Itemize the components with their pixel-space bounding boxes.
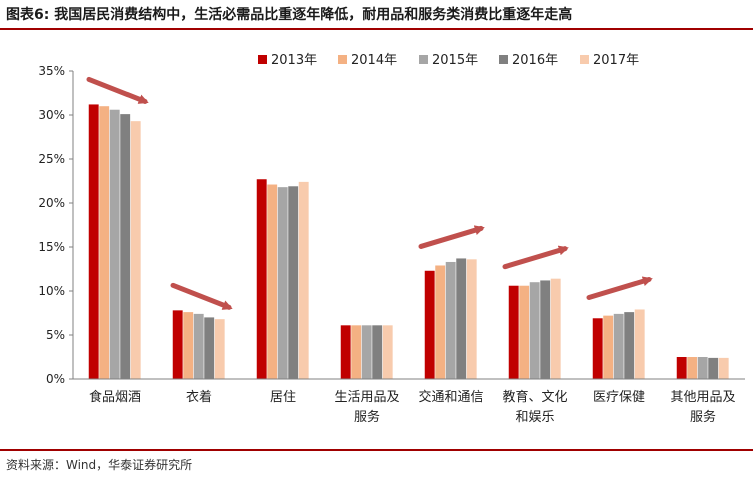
footer-rule xyxy=(0,449,753,451)
y-tick-label: 30% xyxy=(38,108,65,122)
bar xyxy=(256,179,267,379)
legend-label: 2016年 xyxy=(512,53,558,68)
bar xyxy=(634,309,645,379)
bar xyxy=(424,270,435,379)
bar xyxy=(435,265,446,379)
bars xyxy=(88,104,729,380)
bar xyxy=(372,325,383,379)
legend-label: 2013年 xyxy=(271,53,317,68)
y-tick-label: 25% xyxy=(38,152,65,166)
x-tick-label: 教育、文化和娱乐 xyxy=(502,389,567,425)
bar xyxy=(624,312,635,379)
bar xyxy=(99,106,110,379)
bar xyxy=(361,325,372,379)
x-tick-label-line: 教育、文化 xyxy=(502,389,567,405)
bar xyxy=(183,312,194,379)
bar xyxy=(288,186,299,379)
y-tick-label: 5% xyxy=(46,328,65,342)
x-tick-label: 其他用品及服务 xyxy=(670,390,735,425)
x-tick-label-line: 交通和通信 xyxy=(418,389,483,405)
bar xyxy=(676,357,687,379)
bar xyxy=(172,310,183,379)
legend-label: 2014年 xyxy=(351,53,397,68)
legend-label: 2015年 xyxy=(432,53,478,68)
x-tick-label-line: 其他用品及 xyxy=(670,390,735,405)
legend-swatch xyxy=(258,55,267,64)
x-tick-label: 衣着 xyxy=(186,389,212,405)
bar xyxy=(340,325,351,379)
bar xyxy=(456,258,467,379)
x-tick-label: 居住 xyxy=(270,390,296,405)
x-tick-label: 交通和通信 xyxy=(418,389,483,405)
y-axis: 0% 5% 10% 15% 20% 25% 30% 35% xyxy=(38,64,74,386)
bar xyxy=(708,357,719,379)
legend-swatch xyxy=(580,55,589,64)
bar xyxy=(540,280,551,379)
bar xyxy=(550,278,561,379)
bar xyxy=(718,357,729,379)
bar xyxy=(88,104,99,379)
y-tick-label: 15% xyxy=(38,240,65,254)
bar xyxy=(529,282,540,379)
title-rule xyxy=(0,28,753,30)
bar xyxy=(382,325,393,379)
legend-label: 2017年 xyxy=(593,53,639,68)
legend-swatch xyxy=(338,55,347,64)
bar xyxy=(603,315,614,379)
bar xyxy=(697,357,708,379)
x-tick-label: 生活用品及服务 xyxy=(334,390,399,425)
source-note: 资料来源：Wind，华泰证券研究所 xyxy=(6,458,193,472)
x-tick-label-line: 服务 xyxy=(690,409,716,425)
bar xyxy=(120,114,131,380)
bar xyxy=(109,109,120,379)
trend-arrow xyxy=(586,276,653,300)
bar xyxy=(351,325,362,379)
bar xyxy=(298,181,309,379)
x-tick-label-line: 服务 xyxy=(354,409,380,425)
x-tick-label-line: 医疗保健 xyxy=(593,390,645,405)
figure-title: 图表6: 我国居民消费结构中，生活必需品比重逐年降低，耐用品和服务类消费比重逐年… xyxy=(6,7,573,23)
x-tick-label: 食品烟酒 xyxy=(89,389,141,405)
x-tick-label-line: 和娱乐 xyxy=(515,410,554,425)
x-tick-label-line: 衣着 xyxy=(186,389,212,405)
bar xyxy=(193,313,204,379)
trend-arrow xyxy=(86,76,149,104)
bar xyxy=(214,319,225,379)
y-tick-label: 10% xyxy=(38,284,65,298)
bar xyxy=(519,285,530,379)
x-tick-label: 医疗保健 xyxy=(593,390,645,405)
trend-arrow xyxy=(418,225,485,249)
bar xyxy=(267,184,278,379)
bar-chart: 0% 5% 10% 15% 20% 25% 30% 35% 食品烟酒 衣着 居住 生活用品及服务 交通… xyxy=(38,53,745,425)
legend: 2013年 2014年 2015年 2016年 2017年 xyxy=(258,53,639,68)
legend-swatch xyxy=(499,55,508,64)
y-tick-label: 20% xyxy=(38,196,65,210)
bar xyxy=(466,259,477,379)
bar xyxy=(508,285,519,379)
bar xyxy=(445,261,456,379)
bar xyxy=(592,318,603,379)
bar xyxy=(613,313,624,379)
x-tick-label-line: 生活用品及 xyxy=(334,390,399,405)
x-axis: 食品烟酒 衣着 居住 生活用品及服务 交通和通信 教育、文化和娱乐 医疗保健 其他用品及服务 xyxy=(73,378,745,425)
bar xyxy=(687,357,698,379)
legend-swatch xyxy=(419,55,428,64)
trend-arrows xyxy=(86,76,653,310)
trend-arrow xyxy=(170,282,233,310)
y-tick-label: 0% xyxy=(46,372,65,386)
bar xyxy=(130,121,141,379)
bar xyxy=(204,317,215,379)
x-tick-label-line: 食品烟酒 xyxy=(89,389,141,405)
x-tick-label-line: 居住 xyxy=(270,390,296,405)
bar xyxy=(277,187,288,379)
trend-arrow xyxy=(502,245,569,270)
y-tick-label: 35% xyxy=(38,64,65,78)
